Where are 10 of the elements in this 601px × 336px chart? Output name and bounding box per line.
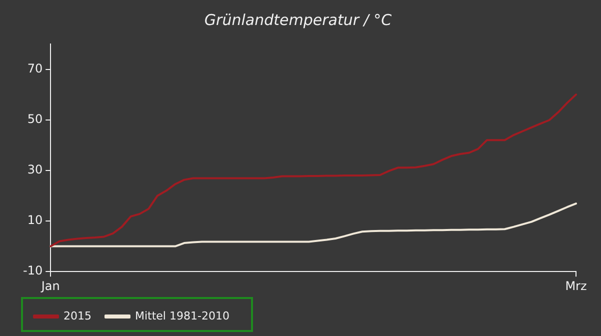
y-tick-label: -10 (22, 264, 43, 278)
x-tick-label: Mrz (565, 278, 587, 293)
legend-label: 2015 (64, 309, 92, 322)
x-tick-label: Jan (40, 278, 60, 293)
y-tick-label: 10 (27, 213, 43, 228)
y-tick-label: 30 (27, 162, 43, 177)
chart-title: Grünlandtemperatur / °C (204, 10, 392, 29)
y-tick-label: 70 (27, 61, 43, 76)
y-tick-label: 50 (27, 112, 43, 126)
legend-label: Mittel 1981-2010 (134, 309, 230, 322)
